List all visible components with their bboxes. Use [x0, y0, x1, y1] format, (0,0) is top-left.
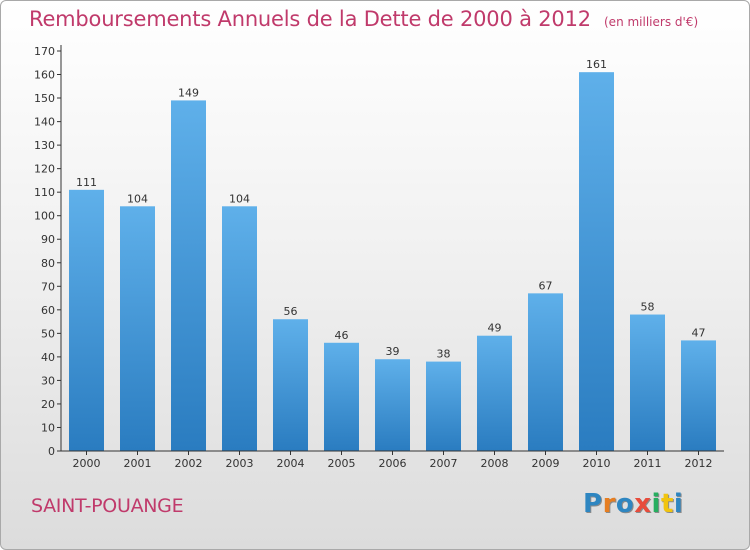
- x-tick-label-2001: 2001: [124, 457, 152, 470]
- data-label-2004: 56: [284, 305, 298, 318]
- chart-title: Remboursements Annuels de la Dette de 20…: [29, 7, 591, 31]
- bar-2011: [630, 314, 665, 451]
- data-label-2005: 46: [335, 329, 349, 342]
- bar-2012: [681, 340, 716, 451]
- chart-subtitle: (en milliers d'€): [604, 15, 699, 29]
- y-tick-label: 150: [34, 92, 55, 105]
- y-tick-label: 40: [41, 351, 55, 364]
- data-label-2008: 49: [488, 322, 502, 335]
- x-tick-label-2004: 2004: [277, 457, 305, 470]
- x-tick-label-2005: 2005: [328, 457, 356, 470]
- logo-letter: i: [651, 489, 661, 519]
- data-label-2006: 39: [386, 345, 400, 358]
- data-label-2010: 161: [586, 58, 607, 71]
- data-label-2002: 149: [178, 86, 199, 99]
- bar-2005: [324, 342, 359, 451]
- x-tick-label-2003: 2003: [226, 457, 254, 470]
- data-label-2009: 67: [539, 279, 553, 292]
- data-label-2007: 38: [437, 348, 451, 361]
- y-tick-label: 70: [41, 280, 55, 293]
- x-tick-label-2000: 2000: [73, 457, 101, 470]
- title-row: Remboursements Annuels de la Dette de 20…: [29, 7, 698, 31]
- data-label-2003: 104: [229, 192, 250, 205]
- data-label-2012: 47: [692, 326, 706, 339]
- logo-letter: x: [634, 489, 652, 519]
- data-label-2000: 111: [76, 176, 97, 189]
- bar-2002: [171, 100, 206, 451]
- y-tick-label: 30: [41, 374, 55, 387]
- x-tick-label-2007: 2007: [430, 457, 458, 470]
- logo-letter: r: [602, 489, 616, 519]
- x-tick-label-2008: 2008: [481, 457, 509, 470]
- logo-letter: o: [615, 489, 635, 519]
- y-tick-label: 80: [41, 257, 55, 270]
- bar-2004: [273, 319, 308, 451]
- bar-2000: [69, 189, 104, 451]
- logo-letter: t: [660, 489, 674, 519]
- bar-2009: [528, 293, 563, 451]
- y-tick-label: 0: [48, 445, 55, 458]
- bar-2006: [375, 359, 410, 451]
- y-tick-label: 10: [41, 421, 55, 434]
- x-tick-label-2012: 2012: [685, 457, 713, 470]
- x-tick-label-2009: 2009: [532, 457, 560, 470]
- x-tick-label-2011: 2011: [634, 457, 662, 470]
- data-label-2011: 58: [641, 301, 655, 314]
- y-tick-label: 60: [41, 304, 55, 317]
- bar-2007: [426, 361, 461, 451]
- y-tick-label: 90: [41, 233, 55, 246]
- y-tick-label: 170: [34, 45, 55, 58]
- logo-letter: P: [583, 489, 603, 519]
- y-tick-label: 140: [34, 116, 55, 129]
- bar-2010: [579, 72, 614, 452]
- commune-name: SAINT-POUANGE: [31, 495, 184, 517]
- y-tick-label: 110: [34, 186, 55, 199]
- y-tick-label: 50: [41, 327, 55, 340]
- x-tick-label-2006: 2006: [379, 457, 407, 470]
- bar-2001: [120, 206, 155, 451]
- logo-letter: i: [673, 489, 684, 519]
- bar-2003: [222, 206, 257, 451]
- data-label-2001: 104: [127, 192, 148, 205]
- y-tick-label: 120: [34, 163, 55, 176]
- y-tick-label: 100: [34, 210, 55, 223]
- x-tick-label-2010: 2010: [583, 457, 611, 470]
- y-tick-label: 20: [41, 398, 55, 411]
- y-tick-label: 130: [34, 139, 55, 152]
- proxiti-logo: Proxiti: [583, 489, 683, 519]
- x-tick-label-2002: 2002: [175, 457, 203, 470]
- bar-2008: [477, 335, 512, 451]
- y-tick-label: 160: [34, 69, 55, 82]
